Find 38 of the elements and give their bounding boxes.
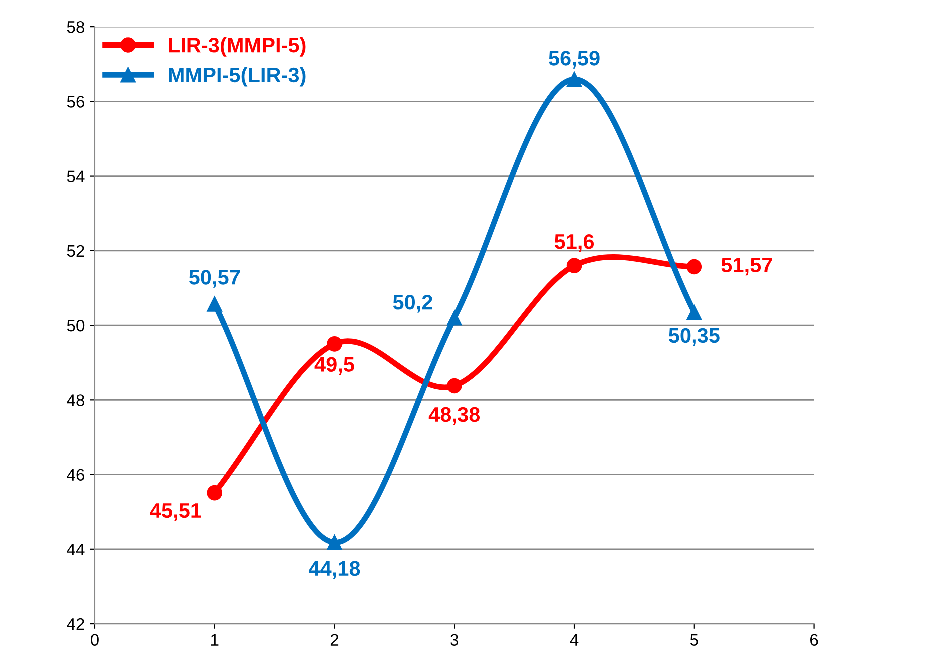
data-label: 50,2 [393, 295, 432, 313]
point [207, 485, 222, 501]
point [686, 304, 702, 320]
y-tick-label: 42 [67, 618, 84, 630]
y-tick-label: 48 [67, 394, 85, 406]
data-label: 50,35 [668, 328, 720, 346]
y-tick-label: 54 [67, 170, 85, 183]
x-tick-label: 5 [690, 634, 698, 646]
point [327, 336, 342, 352]
y-tick-label: 50 [67, 320, 85, 332]
data-label: 51,57 [722, 258, 772, 276]
data-label: 50,57 [189, 270, 240, 288]
point [446, 310, 462, 326]
y-tick-label: 58 [67, 21, 85, 34]
legend-label: LIR-3(MMPI-5) [169, 37, 306, 57]
point [446, 378, 462, 394]
point [686, 259, 702, 275]
legend-label: MMPI-5(LIR-3) [169, 67, 306, 87]
x-tick-label: 6 [810, 634, 818, 646]
point [566, 72, 582, 88]
x-tick-label: 1 [211, 634, 219, 646]
x-tick-label: 2 [330, 634, 339, 646]
data-label: 49,5 [314, 357, 354, 376]
point [207, 296, 222, 312]
data-label: 45,51 [150, 504, 202, 522]
data-label: 51,6 [554, 234, 594, 252]
y-tick-label: 56 [67, 96, 85, 108]
x-tick-label: 3 [450, 634, 459, 646]
point [327, 535, 342, 550]
data-label: 56,59 [549, 51, 600, 69]
data-label: 44,18 [308, 561, 360, 580]
y-tick-label: 52 [67, 245, 84, 258]
y-tick-label: 44 [67, 544, 85, 556]
data-label: 48,38 [428, 407, 480, 426]
y-tick-label: 46 [67, 469, 85, 481]
x-tick-label: 4 [570, 634, 579, 646]
x-tick-label: 0 [90, 634, 99, 646]
point [566, 258, 582, 274]
